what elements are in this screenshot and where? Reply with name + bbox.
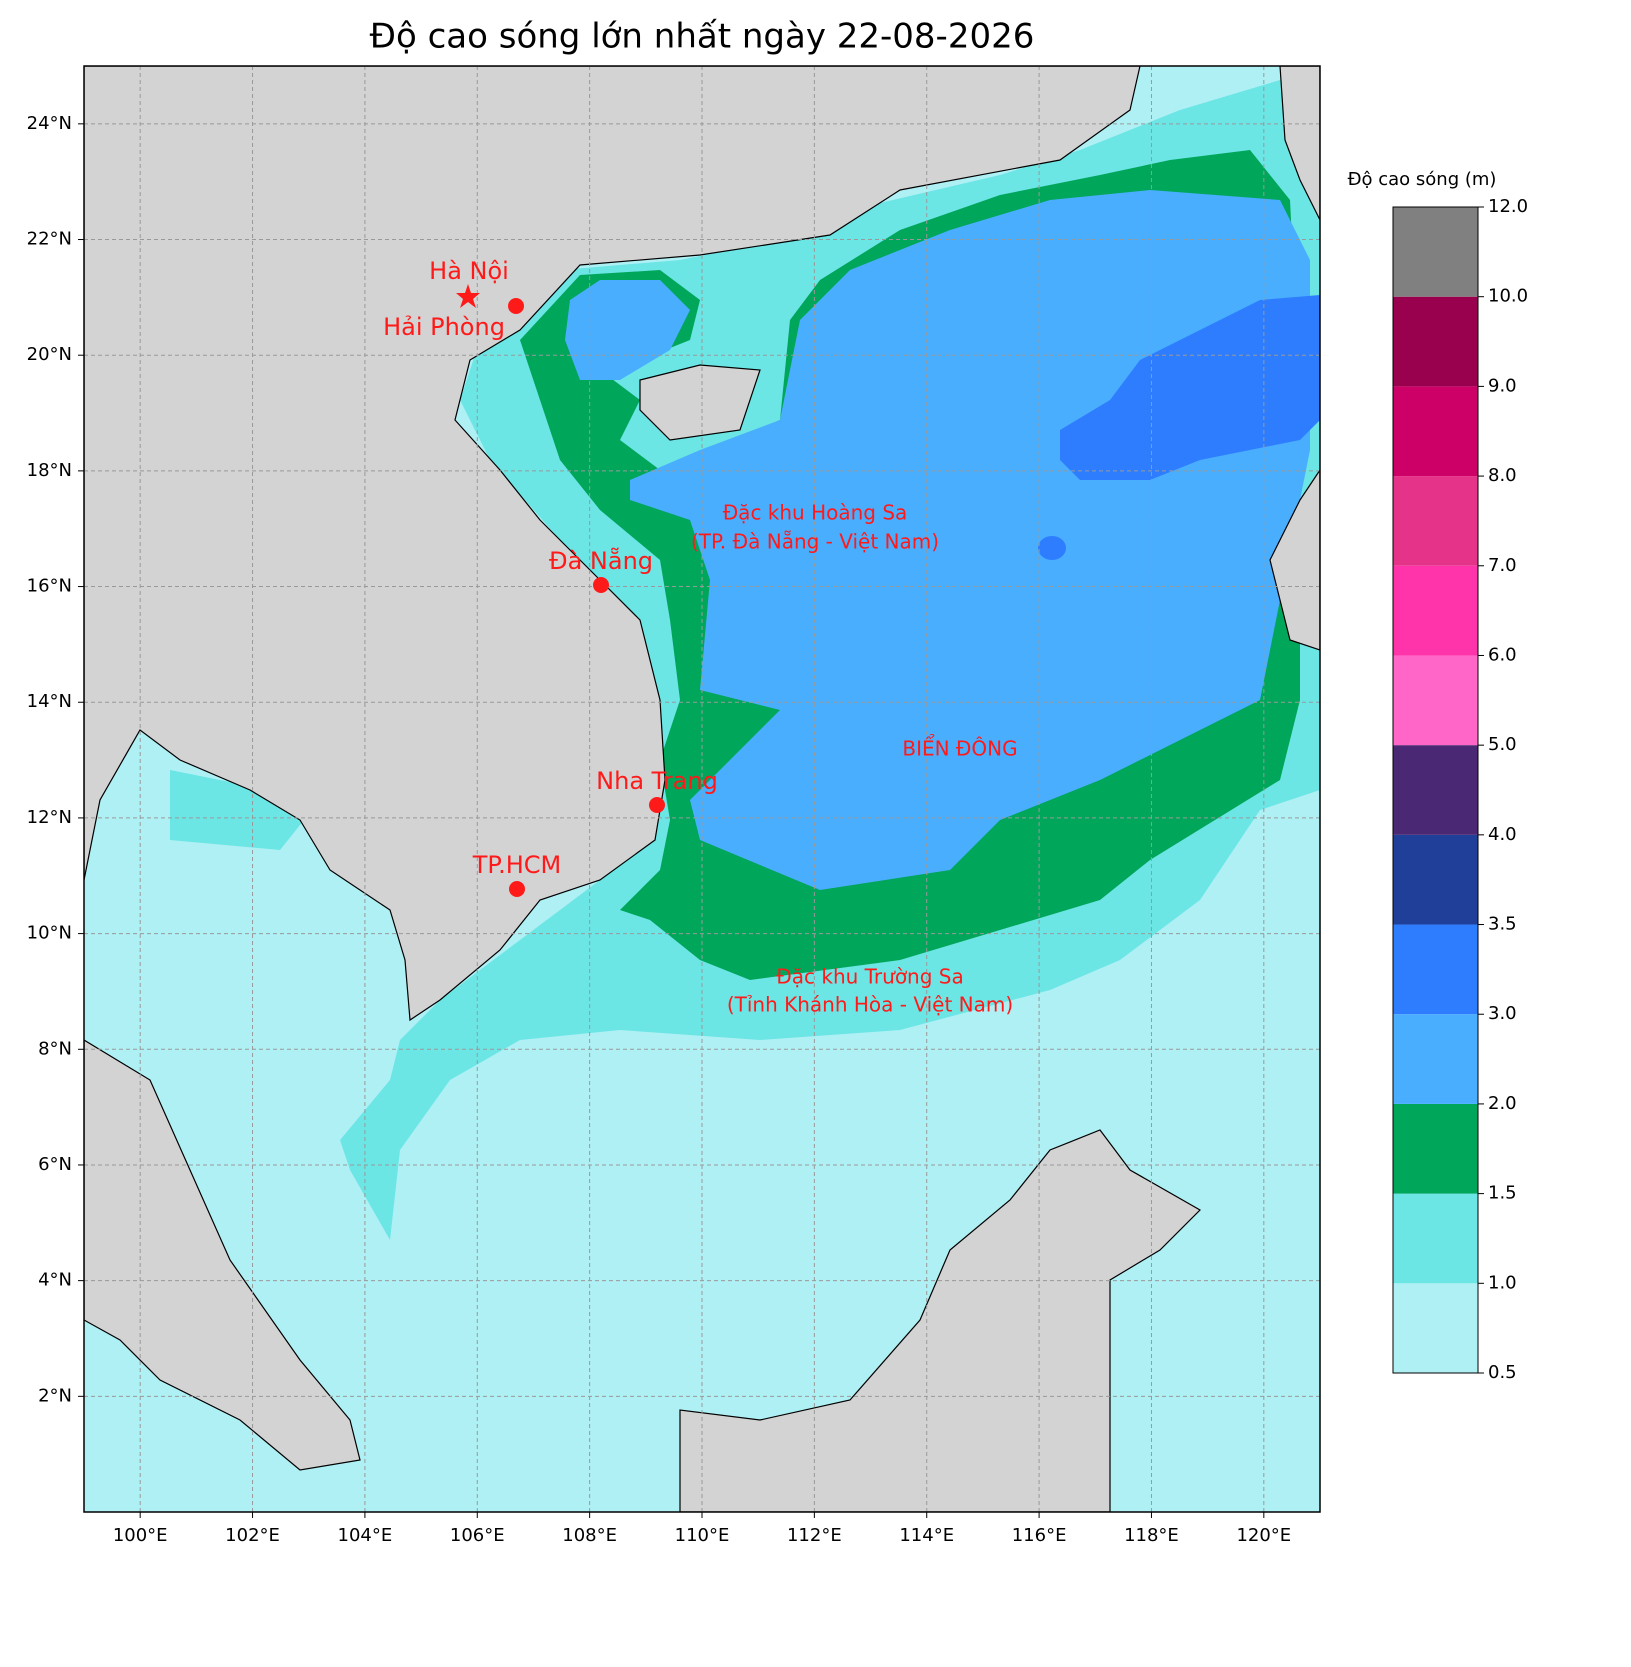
colorbar-tick-label: 3.5 bbox=[1488, 914, 1517, 935]
colorbar-segment bbox=[1393, 655, 1478, 746]
philippines bbox=[1279, 66, 1320, 221]
wave-band-1 bbox=[170, 770, 320, 850]
y-tick-label: 4°N bbox=[38, 1270, 72, 1291]
axes: 100°E 102°E 104°E 106°E 108°E 110°E 112°E 114°E… bbox=[27, 113, 1292, 1546]
colorbar-segment bbox=[1393, 834, 1478, 925]
x-tick-label: 102°E bbox=[225, 1525, 280, 1546]
colorbar-tick-label: 3.0 bbox=[1488, 1003, 1517, 1024]
colorbar-segment bbox=[1393, 924, 1478, 1015]
y-tick-label: 20°N bbox=[27, 344, 72, 365]
colorbar-tick-label: 12.0 bbox=[1488, 196, 1528, 217]
y-tick-label: 24°N bbox=[27, 113, 72, 134]
y-tick-label: 8°N bbox=[38, 1038, 72, 1059]
x-tick-label: 110°E bbox=[675, 1525, 730, 1546]
city-marker bbox=[509, 881, 525, 897]
x-tick-label: 120°E bbox=[1236, 1525, 1291, 1546]
annotation: (TP. Đà Nẵng - Việt Nam) bbox=[691, 530, 939, 554]
y-tick-label: 2°N bbox=[38, 1385, 72, 1406]
city-marker bbox=[649, 797, 665, 813]
philippines bbox=[1269, 468, 1320, 651]
colorbar-frame bbox=[1392, 206, 1479, 1374]
land bbox=[84, 66, 1320, 1512]
x-tick-label: 116°E bbox=[1012, 1525, 1067, 1546]
colorbar-segment bbox=[1393, 476, 1478, 566]
colorbar-segment bbox=[1393, 745, 1478, 835]
y-tick-label: 12°N bbox=[27, 807, 72, 828]
graticule bbox=[84, 66, 1320, 1512]
borneo bbox=[679, 1129, 1201, 1512]
colorbar: 0.5 1.0 1.5 2.0 3.0 3.5 4.0 5.0 6.0 7.0 8.0 9.0 10.0… bbox=[1392, 196, 1528, 1383]
colorbar-tick-label: 7.0 bbox=[1488, 555, 1517, 576]
wave-band-4 bbox=[1038, 536, 1066, 560]
colorbar-segment bbox=[1393, 207, 1478, 297]
y-tick-label: 16°N bbox=[27, 576, 72, 597]
colorbar-tick-label: 8.0 bbox=[1488, 465, 1517, 486]
wave-band-4 bbox=[1060, 295, 1320, 480]
annotation: Đặc khu Trường Sa bbox=[776, 965, 964, 989]
x-tick-label: 104°E bbox=[338, 1525, 393, 1546]
y-tick-label: 14°N bbox=[27, 691, 72, 712]
x-tick-label: 112°E bbox=[787, 1525, 842, 1546]
city-label: TP.HCM bbox=[472, 851, 562, 879]
annotation: (Tỉnh Khánh Hòa - Việt Nam) bbox=[727, 993, 1013, 1017]
city-label: Nha Trang bbox=[596, 767, 718, 795]
colorbar-segment bbox=[1393, 1283, 1478, 1373]
city-marker bbox=[508, 298, 524, 314]
x-tick-label: 106°E bbox=[450, 1525, 505, 1546]
colorbar-tick-label: 0.5 bbox=[1488, 1362, 1517, 1383]
cities: Hà Nội Hải Phòng Đà Nẵng Nha Trang TP.HC… bbox=[383, 257, 718, 897]
map-title: Độ cao sóng lớn nhất ngày 22-08-2026 bbox=[370, 17, 1035, 57]
sea-label: BIỂN ĐÔNG bbox=[902, 735, 1017, 761]
x-tick-label: 108°E bbox=[562, 1525, 617, 1546]
colorbar-segment bbox=[1393, 1103, 1478, 1194]
city-label: Hải Phòng bbox=[383, 313, 505, 341]
colorbar-segment bbox=[1393, 386, 1478, 477]
y-tick-label: 6°N bbox=[38, 1154, 72, 1175]
colorbar-tick-label: 10.0 bbox=[1488, 286, 1528, 307]
x-tick-label: 114°E bbox=[899, 1525, 954, 1546]
colorbar-segment bbox=[1393, 1014, 1478, 1104]
city-label: Đà Nẵng bbox=[549, 546, 653, 575]
map-area: Hà Nội Hải Phòng Đà Nẵng Nha Trang TP.HC… bbox=[84, 66, 1320, 1512]
y-tick-label: 18°N bbox=[27, 460, 72, 481]
malay-peninsula bbox=[84, 1039, 361, 1471]
colorbar-segment bbox=[1393, 296, 1478, 387]
colorbar-tick-label: 2.0 bbox=[1488, 1093, 1517, 1114]
y-tick-label: 22°N bbox=[27, 229, 72, 250]
colorbar-segment bbox=[1393, 1193, 1478, 1284]
colorbar-tick-label: 9.0 bbox=[1488, 375, 1517, 396]
colorbar-tick-label: 6.0 bbox=[1488, 644, 1517, 665]
annotation: Đặc khu Hoàng Sa bbox=[723, 501, 908, 525]
colorbar-tick-label: 4.0 bbox=[1488, 824, 1517, 845]
capital-marker bbox=[456, 284, 480, 308]
colorbar-segment bbox=[1393, 565, 1478, 656]
city-marker bbox=[593, 577, 609, 593]
x-tick-label: 118°E bbox=[1124, 1525, 1179, 1546]
y-tick-label: 10°N bbox=[27, 923, 72, 944]
mainland bbox=[84, 66, 1141, 1022]
colorbar-tick-label: 1.5 bbox=[1488, 1183, 1517, 1204]
hainan bbox=[639, 364, 761, 441]
city-label: Hà Nội bbox=[429, 257, 509, 285]
colorbar-tick-label: 5.0 bbox=[1488, 734, 1517, 755]
colorbar-tick-label: 1.0 bbox=[1488, 1272, 1517, 1293]
x-tick-label: 100°E bbox=[113, 1525, 168, 1546]
colorbar-label: Độ cao sóng (m) bbox=[1348, 169, 1497, 190]
